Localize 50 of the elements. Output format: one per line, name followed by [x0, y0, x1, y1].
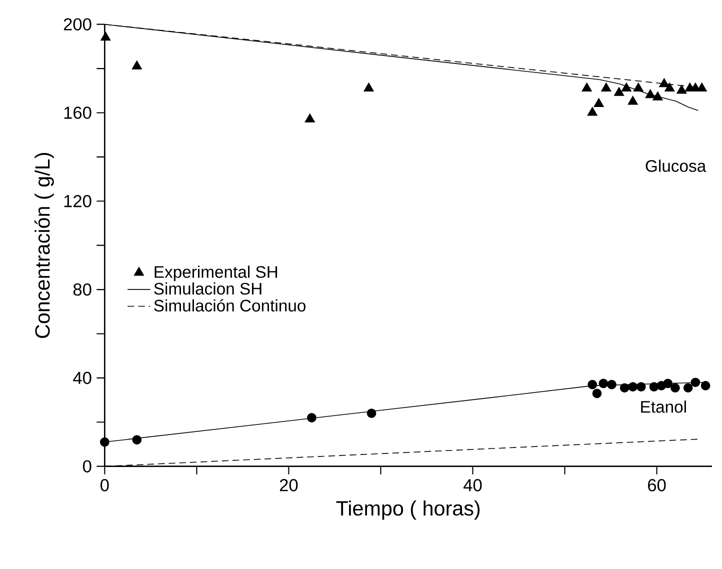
y-tick-label: 200	[64, 18, 92, 30]
point	[594, 98, 604, 107]
point	[700, 381, 710, 390]
legend-label: Experimental SH	[154, 266, 278, 282]
x-tick-label: 60	[648, 479, 666, 492]
y-tick-label: 80	[73, 283, 92, 296]
point	[621, 82, 632, 92]
point	[601, 82, 612, 92]
x-tick-label: 20	[280, 479, 298, 492]
point	[664, 82, 675, 92]
y-tick-label: 120	[64, 194, 92, 208]
point	[100, 437, 110, 447]
x-axis-title: Tiempo ( horas)	[336, 500, 480, 520]
point	[620, 383, 630, 393]
point	[582, 82, 592, 92]
point	[307, 413, 316, 422]
point	[659, 78, 670, 88]
legend-label: Simulación Continuo	[154, 299, 306, 312]
point	[366, 408, 376, 418]
point	[304, 114, 315, 122]
y-tick-label: 0	[82, 460, 92, 472]
point	[652, 91, 663, 100]
point	[592, 388, 602, 398]
point	[683, 383, 693, 393]
point	[628, 96, 638, 105]
point	[607, 380, 616, 390]
point	[598, 378, 608, 388]
y-axis-title: Concentración ( g/L)	[34, 153, 54, 338]
x-tick-label: 40	[464, 479, 482, 492]
point	[645, 89, 656, 98]
x-tick-label: 0	[100, 479, 109, 492]
y-tick-label: 160	[64, 106, 92, 119]
point	[633, 82, 644, 92]
point	[670, 383, 680, 393]
point	[628, 382, 638, 392]
point	[132, 435, 142, 444]
point	[132, 60, 142, 70]
point	[663, 378, 672, 388]
point	[690, 378, 700, 388]
point	[588, 380, 598, 390]
point	[364, 82, 374, 92]
point	[614, 86, 624, 96]
annotation: Etanol	[641, 400, 686, 413]
point	[100, 32, 111, 41]
point	[676, 84, 687, 94]
point	[587, 106, 598, 116]
point	[636, 382, 646, 392]
legend-label: Simulacion SH	[154, 282, 262, 295]
annotation: Glucosa	[646, 160, 706, 172]
y-tick-label: 40	[73, 372, 92, 384]
